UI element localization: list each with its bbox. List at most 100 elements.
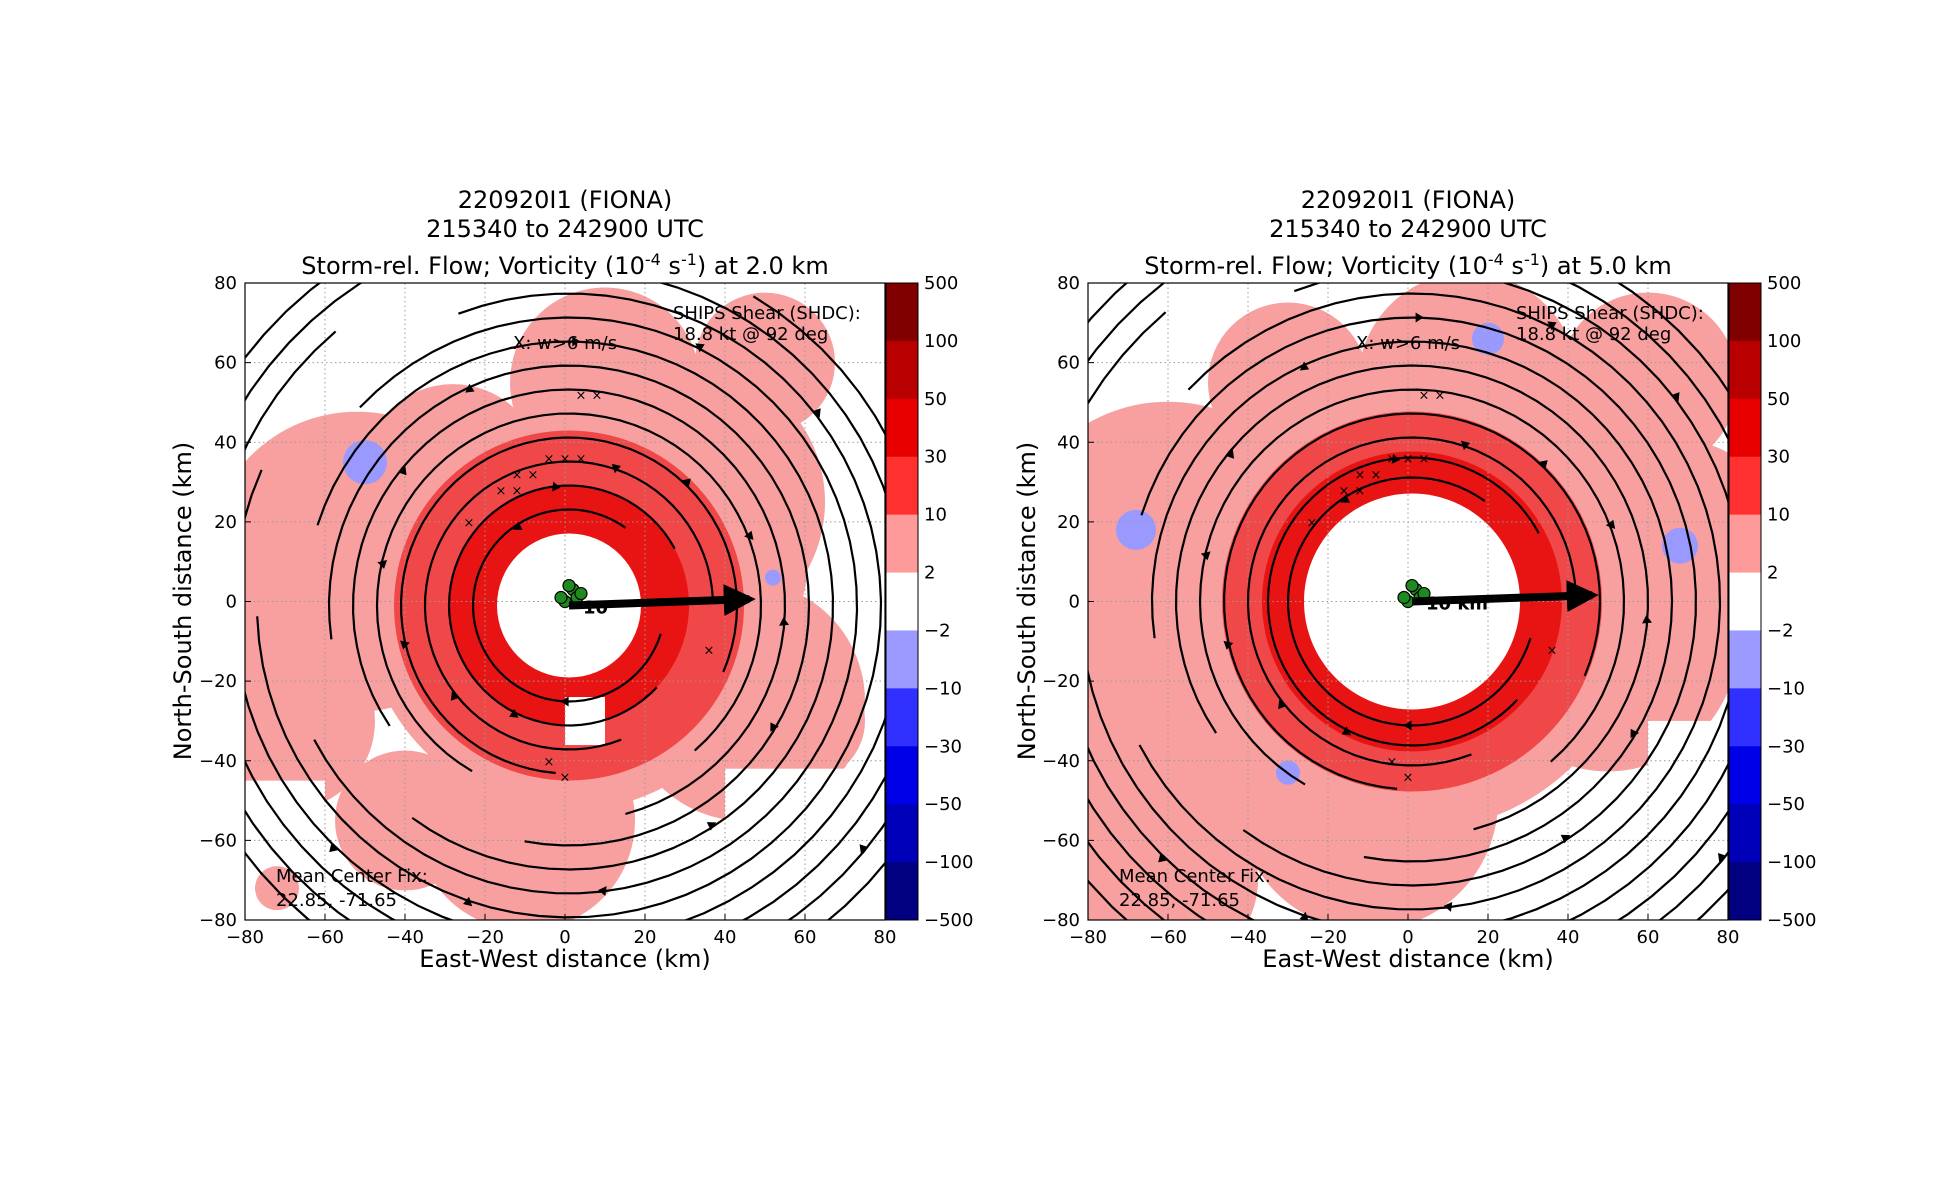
x-tick-label: 40 — [714, 927, 737, 948]
colorbar-segment — [1729, 340, 1761, 400]
streamline — [351, 388, 787, 816]
streamline-arrow — [1718, 853, 1727, 863]
w-marker: × — [464, 516, 475, 531]
streamline-arrow — [598, 886, 607, 897]
streamline-arrow — [1340, 494, 1350, 503]
y-tick-label: −40 — [199, 751, 237, 772]
w-marker: × — [560, 452, 571, 467]
colorbar-segment — [886, 746, 918, 805]
colorbar-label: 10 — [924, 505, 947, 526]
colorbar-segment — [1729, 283, 1761, 342]
colorbar-label: −10 — [924, 678, 962, 699]
x-tick-label: 40 — [1557, 927, 1580, 948]
y-tick-label: 60 — [214, 353, 237, 374]
x-tick-label: −20 — [466, 927, 504, 948]
w-marker: × — [1419, 388, 1430, 403]
streamline — [1088, 283, 1728, 920]
streamline-arrow — [1043, 375, 1056, 387]
colorbar-segment — [1729, 746, 1761, 805]
streamline-arrow — [1403, 720, 1412, 731]
streamline-arrow — [779, 617, 790, 626]
streamline-arrow — [770, 722, 779, 732]
w-marker: × — [1547, 643, 1558, 658]
colorbar-label: −50 — [1767, 794, 1805, 815]
left-center-fix-line2: 22.85, -71.65 — [276, 890, 397, 911]
streamline-arrow — [1642, 615, 1652, 624]
colorbar-label: −500 — [924, 910, 973, 931]
colorbar-label: 30 — [924, 447, 947, 468]
colorbar-segment — [886, 283, 918, 342]
streamline — [1222, 412, 1602, 790]
streamline — [1140, 316, 1697, 887]
streamline — [1150, 340, 1674, 863]
x-tick-label: 20 — [634, 927, 657, 948]
left-shear-vector: 10 — [568, 584, 756, 618]
left-ticks: −80 −60 −40 −20 0 20 40 60 80 80 60 40 20 0 −20 −40 −60 −… — [199, 273, 896, 948]
colorbar-segment — [1729, 456, 1761, 516]
x-tick-label: −60 — [1149, 927, 1187, 948]
streamline-arrow — [377, 559, 388, 569]
streamline-arrow — [1278, 699, 1288, 710]
right-xlabel: East-West distance (km) — [1262, 945, 1553, 973]
x-tick-label: −80 — [1069, 927, 1107, 948]
y-tick-label: −80 — [1042, 910, 1080, 931]
left-panel: 220920I1 (FIONA) 215340 to 242900 UTC St… — [169, 186, 896, 973]
right-ticks: −80 −60 −40 −20 0 20 40 60 80 80 60 40 20 0 −20 −40 −60 −… — [1042, 273, 1739, 948]
right-streamlines — [1043, 283, 1728, 920]
right-center-fix-line2: 22.85, -71.65 — [1119, 890, 1240, 911]
streamline-arrow — [1560, 834, 1571, 844]
streamline-arrow — [463, 896, 473, 907]
streamline-arrow — [706, 822, 717, 831]
right-title-line3: Storm-rel. Flow; Vorticity (10-4 s-1) at… — [1144, 250, 1671, 280]
y-tick-label: −60 — [199, 830, 237, 851]
streamline — [447, 484, 676, 727]
right-shear-line1: SHIPS Shear (SHDC): — [1516, 303, 1704, 324]
streamline-arrow — [509, 708, 519, 718]
right-colorbar: 500 100 50 30 10 2 −2 −10 −30 −50 −100 −500 — [1728, 273, 1816, 931]
left-streamlines — [217, 283, 885, 920]
streamline — [399, 436, 739, 775]
left-title-line2: 215340 to 242900 UTC — [426, 215, 704, 243]
streamline-arrow — [1443, 901, 1453, 912]
x-tick-label: 0 — [559, 927, 570, 948]
streamline-arrow — [1299, 911, 1309, 920]
shear-vector-label: 10 km — [1426, 594, 1488, 615]
colorbar-segment — [886, 630, 918, 689]
streamline-arrow — [695, 343, 705, 353]
colorbar-label: −100 — [924, 852, 973, 873]
vort-blob-light-9 — [335, 750, 475, 891]
colorbar-segment — [1729, 514, 1761, 574]
w-marker: × — [512, 468, 523, 483]
streamline-arrow — [551, 481, 561, 492]
y-tick-label: 40 — [214, 432, 237, 453]
y-tick-label: −20 — [199, 671, 237, 692]
streamline-arrow — [465, 383, 475, 393]
y-tick-label: −80 — [199, 910, 237, 931]
streamline — [1138, 292, 1722, 911]
streamline — [1286, 476, 1532, 727]
streamline — [472, 508, 662, 703]
clear-nw — [245, 283, 325, 373]
w-marker: × — [1403, 452, 1414, 467]
left-plot-area: × ×× × ×× ×× ××××× 10 — [217, 282, 886, 921]
colorbar-segment — [886, 862, 918, 921]
left-colorbar: 500 100 50 30 10 2 −2 −10 −30 −50 −100 −500 — [885, 273, 973, 931]
colorbar-label: −2 — [924, 620, 951, 641]
left-shear-line1: SHIPS Shear (SHDC): — [673, 303, 861, 324]
vort-blob-light-7 — [1088, 790, 1258, 920]
colorbar-segment — [886, 804, 918, 863]
streamline-arrow — [1538, 460, 1548, 470]
streamline-arrow — [217, 389, 230, 401]
right-center-fix-line1: Mean Center Fix: — [1119, 866, 1271, 887]
x-tick-label: −20 — [1309, 927, 1347, 948]
colorbar-label: 10 — [1767, 505, 1790, 526]
center-fix-dot — [1405, 578, 1419, 593]
streamline-arrow — [1048, 730, 1060, 741]
x-tick-label: −40 — [386, 927, 424, 948]
clear-nw — [1088, 283, 1158, 343]
w-marker: × — [560, 771, 571, 786]
colorbar-segment — [1729, 398, 1761, 458]
right-plot-area: × ×× × ×× ×× ××××× 10 km — [1043, 282, 1729, 921]
colorbar-segment — [1729, 688, 1761, 747]
x-tick-label: −40 — [1229, 927, 1267, 948]
